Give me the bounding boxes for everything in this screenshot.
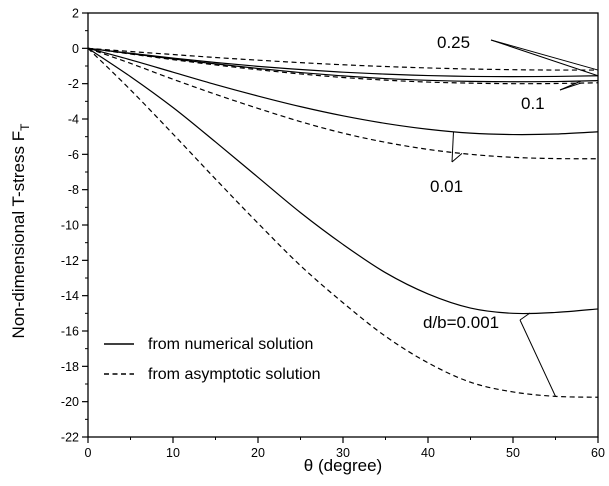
annotation-leader-0-01 bbox=[451, 131, 454, 163]
annotation-label-0-01: 0.01 bbox=[430, 177, 463, 196]
x-tick-label: 20 bbox=[251, 446, 265, 460]
series-line-d-b-0-001-solid bbox=[87, 47, 599, 315]
annotation-leader-0-25 bbox=[490, 39, 599, 77]
y-tick-label: -10 bbox=[61, 219, 79, 233]
y-axis-title-subscript: T bbox=[18, 123, 32, 131]
y-tick-label: 0 bbox=[72, 42, 79, 56]
axes-layer: 0 10 20 30 40 50 6020-2-4-6-8-10-12-14-16-18-2… bbox=[9, 7, 605, 476]
annotation-leader-0-01 bbox=[451, 152, 463, 163]
y-axis-title: Non-dimensional T-stress FT bbox=[9, 123, 32, 339]
legend-label-solid: from numerical solution bbox=[148, 336, 313, 353]
y-tick-label: -18 bbox=[61, 360, 79, 374]
annotation-label-0-1: 0.1 bbox=[521, 94, 545, 113]
y-tick-label: -22 bbox=[61, 431, 79, 445]
x-tick-label: 40 bbox=[421, 446, 435, 460]
annotation-label-d-b-0-001: d/b=0.001 bbox=[423, 313, 499, 332]
annotation-leader-d-b-0-001 bbox=[519, 312, 531, 321]
x-tick-label: 10 bbox=[166, 446, 180, 460]
annotation-layer: 0.25 0.1 0.01 d/b=0.001 bbox=[423, 33, 599, 397]
series-layer bbox=[87, 47, 599, 398]
x-tick-label: 50 bbox=[506, 446, 520, 460]
series-line-0-25-solid bbox=[87, 47, 599, 78]
y-tick-label: -4 bbox=[68, 113, 79, 127]
series-line-d-b-0-001-dashed bbox=[87, 47, 599, 398]
x-tick-label: 30 bbox=[336, 446, 350, 460]
series-line-0-1-dashed bbox=[87, 47, 599, 85]
x-axis-title: θ (degree) bbox=[304, 456, 382, 475]
y-tick-label: -20 bbox=[61, 395, 79, 409]
y-tick-label: -12 bbox=[61, 254, 79, 268]
y-tick-label: -14 bbox=[61, 289, 79, 303]
annotation-leader-0-25 bbox=[490, 39, 599, 71]
y-tick-label: -16 bbox=[61, 325, 79, 339]
x-tick-label: 0 bbox=[85, 446, 92, 460]
x-tick-label: 60 bbox=[591, 446, 605, 460]
annotation-leader-d-b-0-001 bbox=[519, 319, 556, 397]
annotation-label-0-25: 0.25 bbox=[437, 33, 470, 52]
y-tick-label: -6 bbox=[68, 148, 79, 162]
series-line-0-01-solid bbox=[87, 47, 599, 136]
annotation-leader-0-1 bbox=[559, 82, 582, 91]
legend: from numerical solution from asymptotic s… bbox=[104, 336, 321, 383]
series-line-0-1-solid bbox=[87, 47, 599, 83]
series-line-0-25-dashed bbox=[87, 47, 599, 71]
y-tick-label: -8 bbox=[68, 183, 79, 197]
y-tick-label: -2 bbox=[68, 77, 79, 91]
legend-label-dashed: from asymptotic solution bbox=[148, 366, 321, 383]
y-tick-label: 2 bbox=[72, 7, 79, 21]
